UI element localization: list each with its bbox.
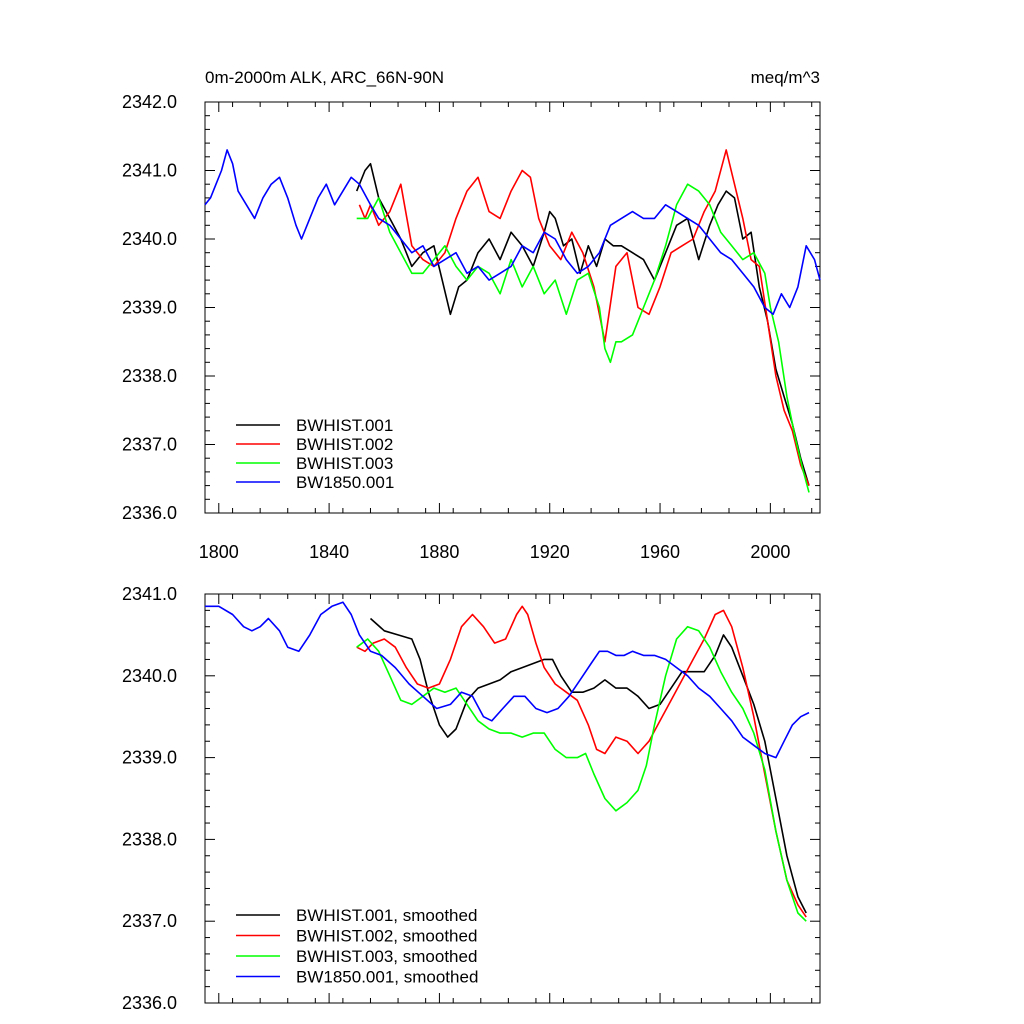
y-tick-label: 2340.0 [122,229,177,249]
series-line-bw1850-001 [204,149,821,316]
x-tick-label: 1960 [640,542,680,562]
y-tick-label: 2342.0 [122,92,177,112]
x-tick-label: 2000 [750,542,790,562]
y-tick-label: 2339.0 [122,298,177,318]
legend-label: BW1850.001, smoothed [296,968,478,987]
series-line-bwhist-002 [358,149,810,486]
y-tick-label: 2337.0 [122,435,177,455]
legend-label: BWHIST.003 [296,454,393,473]
bottom-panel: 2336.0 2337.0 2338.0 2339.0 2340.0 2341.0 BWH… [122,584,821,1013]
chart-title: 0m-2000m ALK, ARC_66N-90N [205,68,444,87]
x-tick-label: 1920 [530,542,570,562]
chart-units: meq/m^3 [751,68,820,87]
y-tick-label: 2339.0 [122,748,177,768]
series-line-bw1850-001-smoothed [205,601,810,759]
series-line-bwhist-001-smoothed [369,617,807,914]
y-tick-label: 2336.0 [122,503,177,523]
bottom-legend: BWHIST.001, smoothed BWHIST.002, smoothed… [236,906,478,987]
legend-label: BWHIST.003, smoothed [296,947,477,966]
x-tick-label: 1800 [199,542,239,562]
bottom-plot-frame [204,593,821,1004]
y-tick-label: 2338.0 [122,829,177,849]
y-tick-label: 2337.0 [122,911,177,931]
series-line-bwhist-002-smoothed [356,605,807,918]
y-tick-label: 2340.0 [122,666,177,686]
legend-label: BWHIST.002, smoothed [296,927,477,946]
y-tick-label: 2338.0 [122,366,177,386]
legend-label: BWHIST.002 [296,435,393,454]
top-panel: 2336.0 2337.0 2338.0 2339.0 2340.0 2341.0 2342… [122,68,821,562]
series-line-bwhist-003 [356,183,810,493]
x-tick-label: 1880 [419,542,459,562]
legend-label: BWHIST.001, smoothed [296,906,477,925]
legend-label: BWHIST.001 [296,416,393,435]
x-tick-label: 1840 [309,542,349,562]
series-line-bwhist-003-smoothed [356,625,807,922]
legend-label: BW1850.001 [296,473,394,492]
y-tick-label: 2341.0 [122,161,177,181]
y-tick-label: 2341.0 [122,584,177,604]
y-tick-label: 2336.0 [122,993,177,1013]
